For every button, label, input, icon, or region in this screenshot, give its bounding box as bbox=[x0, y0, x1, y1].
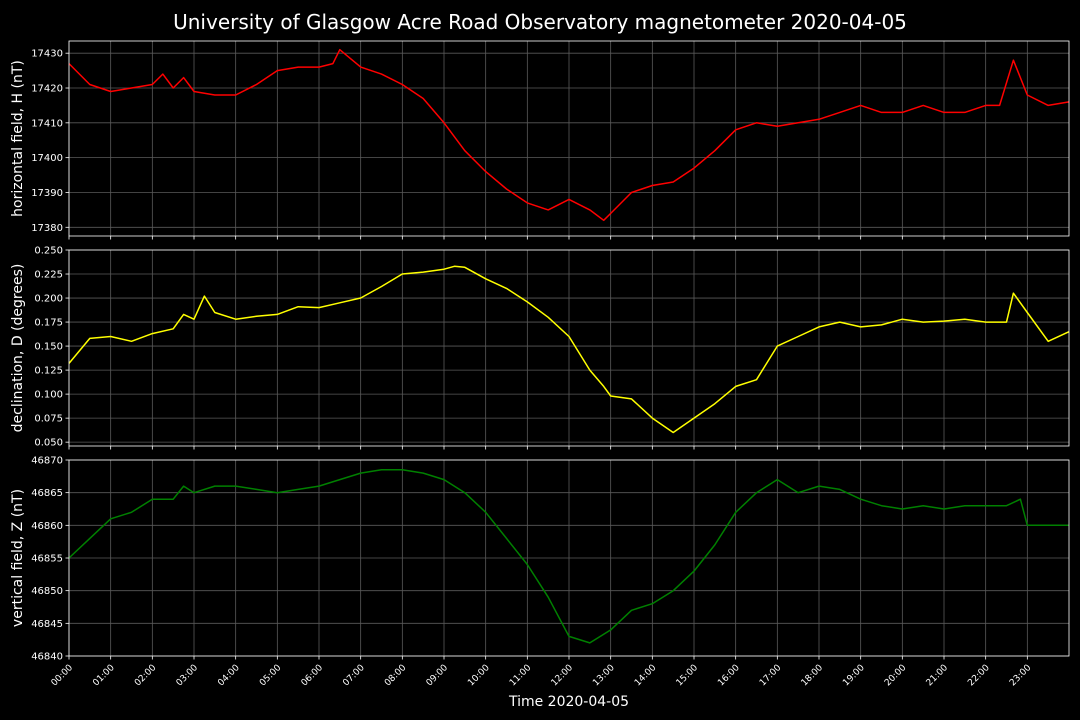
y-tick-label: 46865 bbox=[31, 488, 63, 499]
y-tick-label: 17400 bbox=[31, 153, 63, 164]
series-line bbox=[68, 48, 1070, 222]
y-tick-label: 17390 bbox=[31, 188, 63, 199]
y-axis-label: vertical field, Z (nT) bbox=[10, 489, 26, 627]
y-tick-label: 0.250 bbox=[34, 246, 63, 257]
y-tick-label: 17420 bbox=[31, 84, 63, 95]
y-tick-label: 17410 bbox=[31, 118, 63, 129]
axes-frame bbox=[68, 459, 1070, 657]
y-tick-label: 0.175 bbox=[34, 318, 63, 329]
axes-frame bbox=[68, 249, 1070, 447]
y-tick-label: 0.150 bbox=[34, 342, 63, 353]
y-tick-label: 0.125 bbox=[34, 366, 63, 377]
y-tick-label: 46840 bbox=[31, 652, 63, 663]
panel-2: 0.050 0.075 0.100 0.125 0.150 0.175 0.200 0.225… bbox=[10, 246, 1070, 450]
y-tick-label: 17380 bbox=[31, 223, 63, 234]
x-axis-label: Time 2020-04-05 bbox=[508, 694, 629, 710]
y-tick-label: 46845 bbox=[31, 619, 63, 630]
panel-1: 17380 17390 17400 17410 17420 17430 horizontal… bbox=[10, 40, 1070, 240]
y-tick-label: 0.225 bbox=[34, 270, 63, 281]
axes-frame bbox=[68, 40, 1070, 237]
y-tick-label: 0.075 bbox=[34, 414, 63, 425]
y-tick-label: 46850 bbox=[31, 586, 63, 597]
y-tick-label: 0.200 bbox=[34, 294, 63, 305]
y-tick-label: 46855 bbox=[31, 554, 63, 565]
y-tick-label: 17430 bbox=[31, 49, 63, 60]
y-tick-label: 0.100 bbox=[34, 390, 63, 401]
chart-title: University of Glasgow Acre Road Observat… bbox=[173, 10, 907, 34]
series-line bbox=[68, 265, 1070, 434]
panels: 17380 17390 17400 17410 17420 17430 horizontal… bbox=[10, 40, 1070, 710]
y-axis-label: horizontal field, H (nT) bbox=[10, 60, 26, 217]
y-tick-label: 46860 bbox=[31, 521, 63, 532]
y-axis-label: declination, D (degrees) bbox=[10, 264, 26, 433]
series-line bbox=[68, 469, 1069, 644]
y-tick-label: 46870 bbox=[31, 456, 63, 467]
y-tick-label: 0.050 bbox=[34, 438, 63, 449]
